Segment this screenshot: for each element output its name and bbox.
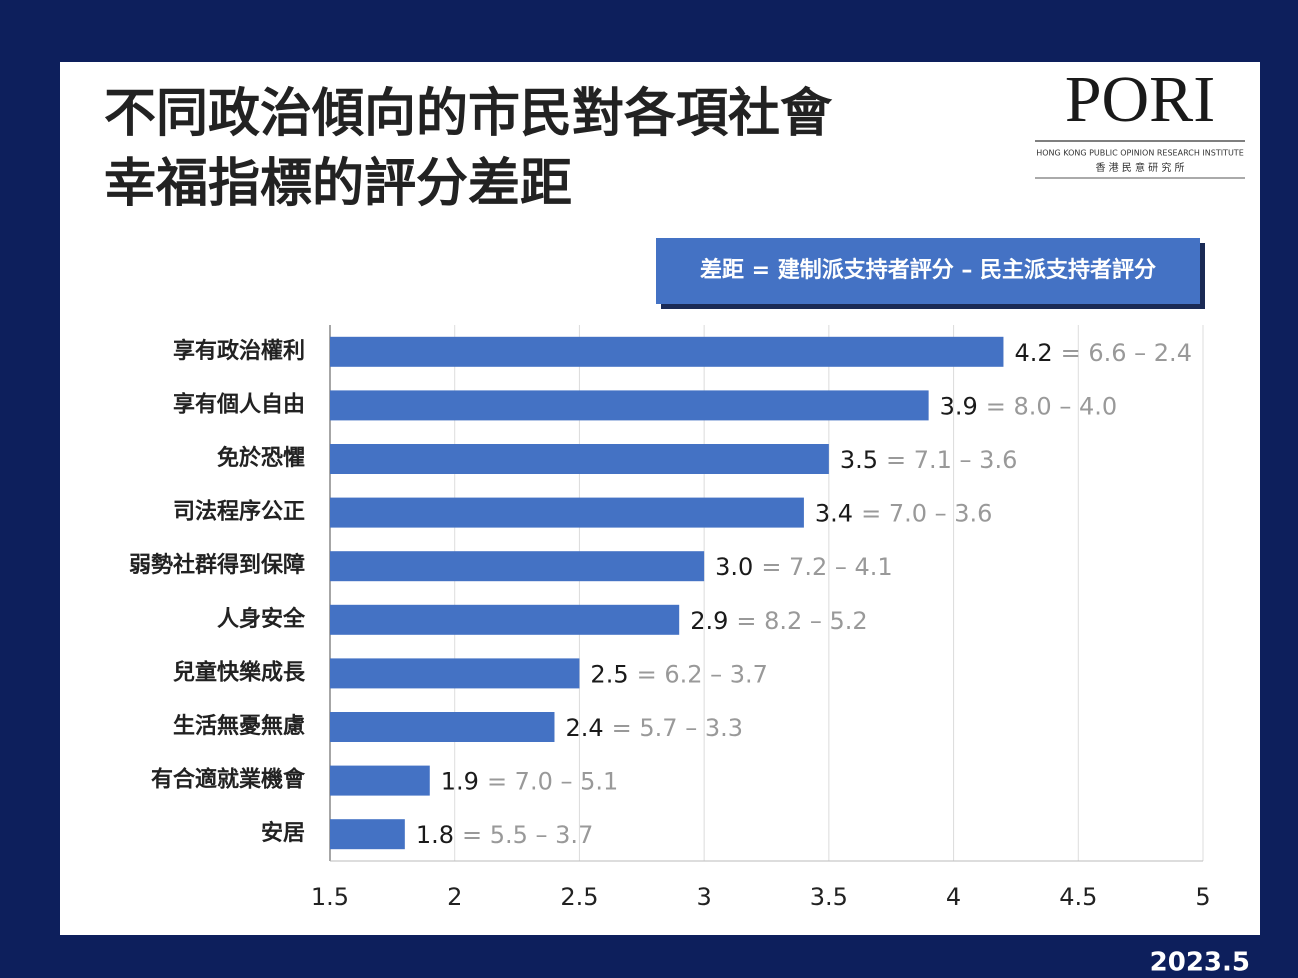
y-tick-label: 享有政治權利 [173,338,305,364]
logo-chinese: 香 港 民 意 研 究 所 [1095,161,1184,174]
value-formula: = 6.2 – 3.7 [637,660,768,688]
value-label: 3.4 = 7.0 – 3.6 [815,500,993,528]
bar [330,819,405,850]
bar [330,390,929,421]
x-tick-label: 2 [447,883,462,911]
value-number: 1.8 [416,821,454,849]
value-label: 4.2 = 6.6 – 2.4 [1014,339,1192,367]
y-tick-label: 兒童快樂成長 [173,659,306,685]
x-tick-label: 2.5 [560,883,598,911]
bar [330,604,680,635]
value-label: 1.9 = 7.0 – 5.1 [441,768,619,796]
value-number: 3.0 [715,553,753,581]
x-tick-label: 4.5 [1059,883,1097,911]
bar [330,336,1004,367]
value-formula: = 7.0 – 3.6 [861,500,992,528]
value-label: 3.0 = 7.2 – 4.1 [715,553,893,581]
bar [330,712,555,742]
value-number: 2.4 [565,714,603,742]
value-number: 2.5 [590,660,628,688]
value-formula: = 5.5 – 3.7 [462,821,593,849]
value-formula: = 6.6 – 2.4 [1061,339,1192,367]
y-tick-label: 司法程序公正 [173,499,305,525]
value-number: 2.9 [690,607,728,635]
bar [330,551,705,582]
chart-title: 不同政治傾向的市民對各項社會 [104,84,833,144]
value-formula: = 8.2 – 5.2 [736,607,867,635]
value-number: 3.5 [840,446,878,474]
x-tick-label: 1.5 [311,883,349,911]
value-formula: = 7.1 – 3.6 [886,446,1017,474]
value-label: 2.9 = 8.2 – 5.2 [690,607,868,635]
y-tick-label: 免於恐懼 [217,445,305,471]
y-tick-label: 安居 [261,820,305,846]
value-number: 1.9 [441,768,479,796]
logo-name: PORI [1065,63,1215,136]
value-formula: = 5.7 – 3.3 [612,714,743,742]
formula-box [656,238,1200,304]
bar [330,765,430,796]
value-formula: = 7.0 – 5.1 [487,768,618,796]
y-tick-label: 享有個人自由 [173,391,305,417]
value-label: 3.5 = 7.1 – 3.6 [840,446,1018,474]
value-number: 3.9 [940,392,978,420]
bar [330,444,829,474]
value-formula: = 8.0 – 4.0 [986,392,1117,420]
y-tick-label: 生活無憂無慮 [173,713,305,739]
bar [330,658,580,689]
bar [330,497,804,528]
value-label: 2.4 = 5.7 – 3.3 [565,714,743,742]
y-tick-label: 人身安全 [217,606,306,632]
formula: 差距 = 建制派支持者評分 – 民主派支持者評分 [700,257,1156,283]
value-number: 4.2 [1014,339,1052,367]
value-number: 3.4 [815,500,853,528]
value-label: 3.9 = 8.0 – 4.0 [940,392,1118,420]
value-label: 1.8 = 5.5 – 3.7 [416,821,594,849]
logo-english: HONG KONG PUBLIC OPINION RESEARCH INSTIT… [1036,149,1244,158]
date: 2023.5 [1150,948,1250,978]
value-label: 2.5 = 6.2 – 3.7 [590,660,768,688]
x-tick-label: 4 [946,883,961,911]
value-formula: = 7.2 – 4.1 [761,553,892,581]
y-tick-label: 弱勢社群得到保障 [129,552,305,578]
x-tick-label: 3.5 [810,883,848,911]
x-tick-label: 5 [1195,883,1210,911]
y-tick-label: 有合適就業機會 [151,767,306,793]
x-tick-label: 3 [697,883,712,911]
chart-title: 幸福指標的評分差距 [104,154,572,214]
